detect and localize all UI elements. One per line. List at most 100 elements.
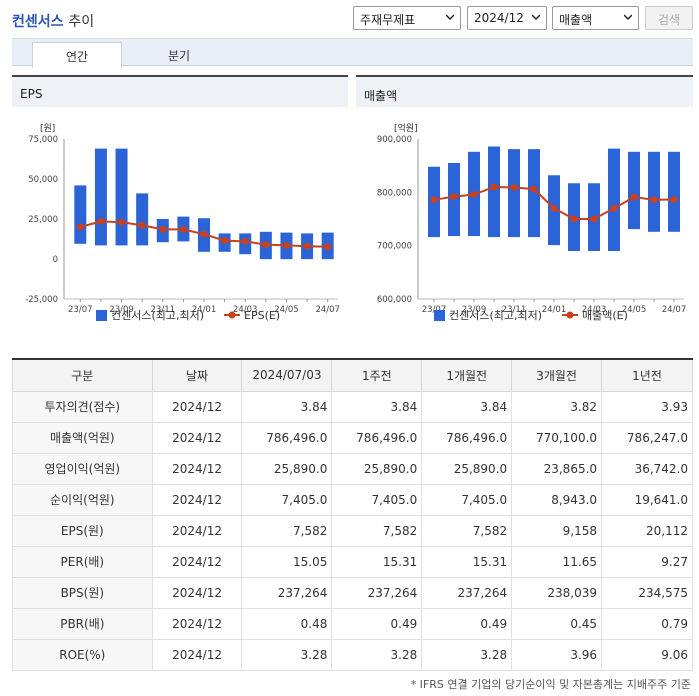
value-cell: 7,582 [241,514,333,547]
estimate-point [241,237,249,245]
statement-type-select[interactable]: 주재무제표 [353,6,461,30]
date-cell: 2024/12 [151,545,243,578]
value-cell: 3.84 [331,390,423,423]
consensus-table: 구분 날짜 2024/07/03 1주전 1개월전 3개월전 1년전 투자의견(점수) 202… [12,358,693,671]
value-cell: 23,865.0 [511,452,603,485]
value-cell: 238,039 [511,576,603,609]
x-tick-label: 24/05 [274,305,299,315]
date-cell: 2024/12 [151,421,243,454]
x-tick-label: 24/03 [582,305,607,315]
row-label: ROE(%) [12,638,153,671]
table-header-row: 구분 날짜 2024/07/03 1주전 1개월전 3개월전 1년전 [12,358,693,392]
estimate-point [159,225,167,233]
value-cell: 3.82 [511,390,603,423]
y-tick-label: 900,000 [377,135,412,145]
value-cell: 25,890.0 [241,452,333,485]
range-bar [508,149,520,238]
tab-quarterly[interactable]: 분기 [167,49,191,63]
value-cell: 3.28 [421,638,513,671]
x-tick-label: 24/03 [233,305,258,315]
estimate-point [282,241,290,249]
value-cell: 0.48 [241,607,333,640]
value-cell: 0.49 [421,607,513,640]
value-cell: 20,112 [601,514,693,547]
estimate-point [470,190,478,198]
range-bar [115,148,128,246]
estimate-point [630,193,638,201]
metric-select[interactable]: 매출액 [552,6,639,30]
period-tabs: 연간 분기 [12,38,693,68]
column-header: 날짜 [151,358,243,392]
y-tick-label: 600,000 [377,295,412,305]
value-cell: 7,582 [421,514,513,547]
value-cell: 3.28 [241,638,333,671]
date-cell: 2024/12 [151,452,243,485]
value-cell: 786,496.0 [331,421,423,454]
range-bar [628,151,640,230]
search-button[interactable]: 검색 [645,6,693,30]
y-tick-label: 800,000 [377,188,412,198]
legend-label: 컨센서스(최고,최저) [111,309,204,322]
estimate-point [670,196,678,204]
row-label: EPS(원) [12,514,153,547]
value-cell: 7,405.0 [421,483,513,516]
table-row: BPS(원) 2024/12 237,264 237,264 237,264 238,03… [12,576,693,609]
y-tick-label: -25,000 [25,295,58,305]
x-tick-label: 24/01 [192,305,217,315]
row-label: 투자의견(점수) [12,390,153,423]
estimate-point [324,243,332,251]
date-cell: 2024/12 [151,638,243,671]
column-header: 구분 [12,358,153,392]
column-header: 1개월전 [421,358,513,392]
estimate-point [550,204,558,212]
table-row: 투자의견(점수) 2024/12 3.84 3.84 3.84 3.82 3.93 [12,390,693,423]
row-label: 매출액(억원) [12,421,153,454]
value-cell: 234,575 [601,576,693,609]
estimate-point [179,225,187,233]
value-cell: 3.84 [421,390,513,423]
y-axis-unit: [억원] [394,122,418,134]
range-bar [74,185,87,244]
value-cell: 7,405.0 [241,483,333,516]
estimate-point [450,193,458,201]
estimate-point [530,185,538,193]
range-bar [608,148,620,251]
y-tick-label: 75,000 [28,135,58,145]
table-row: PER(배) 2024/12 15.05 15.31 15.31 11.65 9.27 [12,545,693,578]
x-tick-label: 24/01 [542,305,567,315]
row-label: 순이익(억원) [12,483,153,516]
legend-label: 컨센서스(최고,최저) [449,309,542,322]
x-tick-label: 23/11 [502,305,527,315]
range-bar [488,146,500,238]
page-title-sub: 추이 [68,14,95,30]
row-label: 영업이익(억원) [12,452,153,485]
value-cell: 7,582 [331,514,423,547]
row-label: BPS(원) [12,576,153,609]
period-select[interactable]: 2024/12 [467,6,547,30]
eps-chart-panel: EPS [원] -25,000 0 25,000 50,000 75,000 23/07 23… [12,75,348,337]
value-cell: 0.45 [511,607,603,640]
legend-swatch-range [96,310,107,321]
table-row: 매출액(억원) 2024/12 786,496.0 786,496.0 786,496.… [12,421,693,454]
value-cell: 786,496.0 [421,421,513,454]
estimate-point [200,230,208,238]
value-cell: 3.28 [331,638,423,671]
x-tick-label: 24/05 [622,305,647,315]
value-cell: 25,890.0 [421,452,513,485]
metric-value: 매출액 [559,13,593,27]
value-cell: 19,641.0 [601,483,693,516]
range-bar [648,151,660,232]
date-cell: 2024/12 [151,576,243,609]
estimate-point [303,242,311,250]
y-tick-label: 0 [53,255,58,265]
footnote: * IFRS 연결 기업의 당기순이익 및 자본총계는 지배주주 기준 [410,678,691,691]
x-tick-label: 23/09 [462,305,487,315]
tab-annual[interactable]: 연간 [32,42,122,68]
legend-label: EPS(E) [244,309,280,322]
estimate-point [97,217,105,225]
statement-type-value: 주재무제표 [360,13,416,27]
column-header: 2024/07/03 [241,358,333,392]
value-cell: 0.49 [331,607,423,640]
table-row: ROE(%) 2024/12 3.28 3.28 3.28 3.96 9.06 [12,638,693,671]
range-bar [528,149,540,238]
